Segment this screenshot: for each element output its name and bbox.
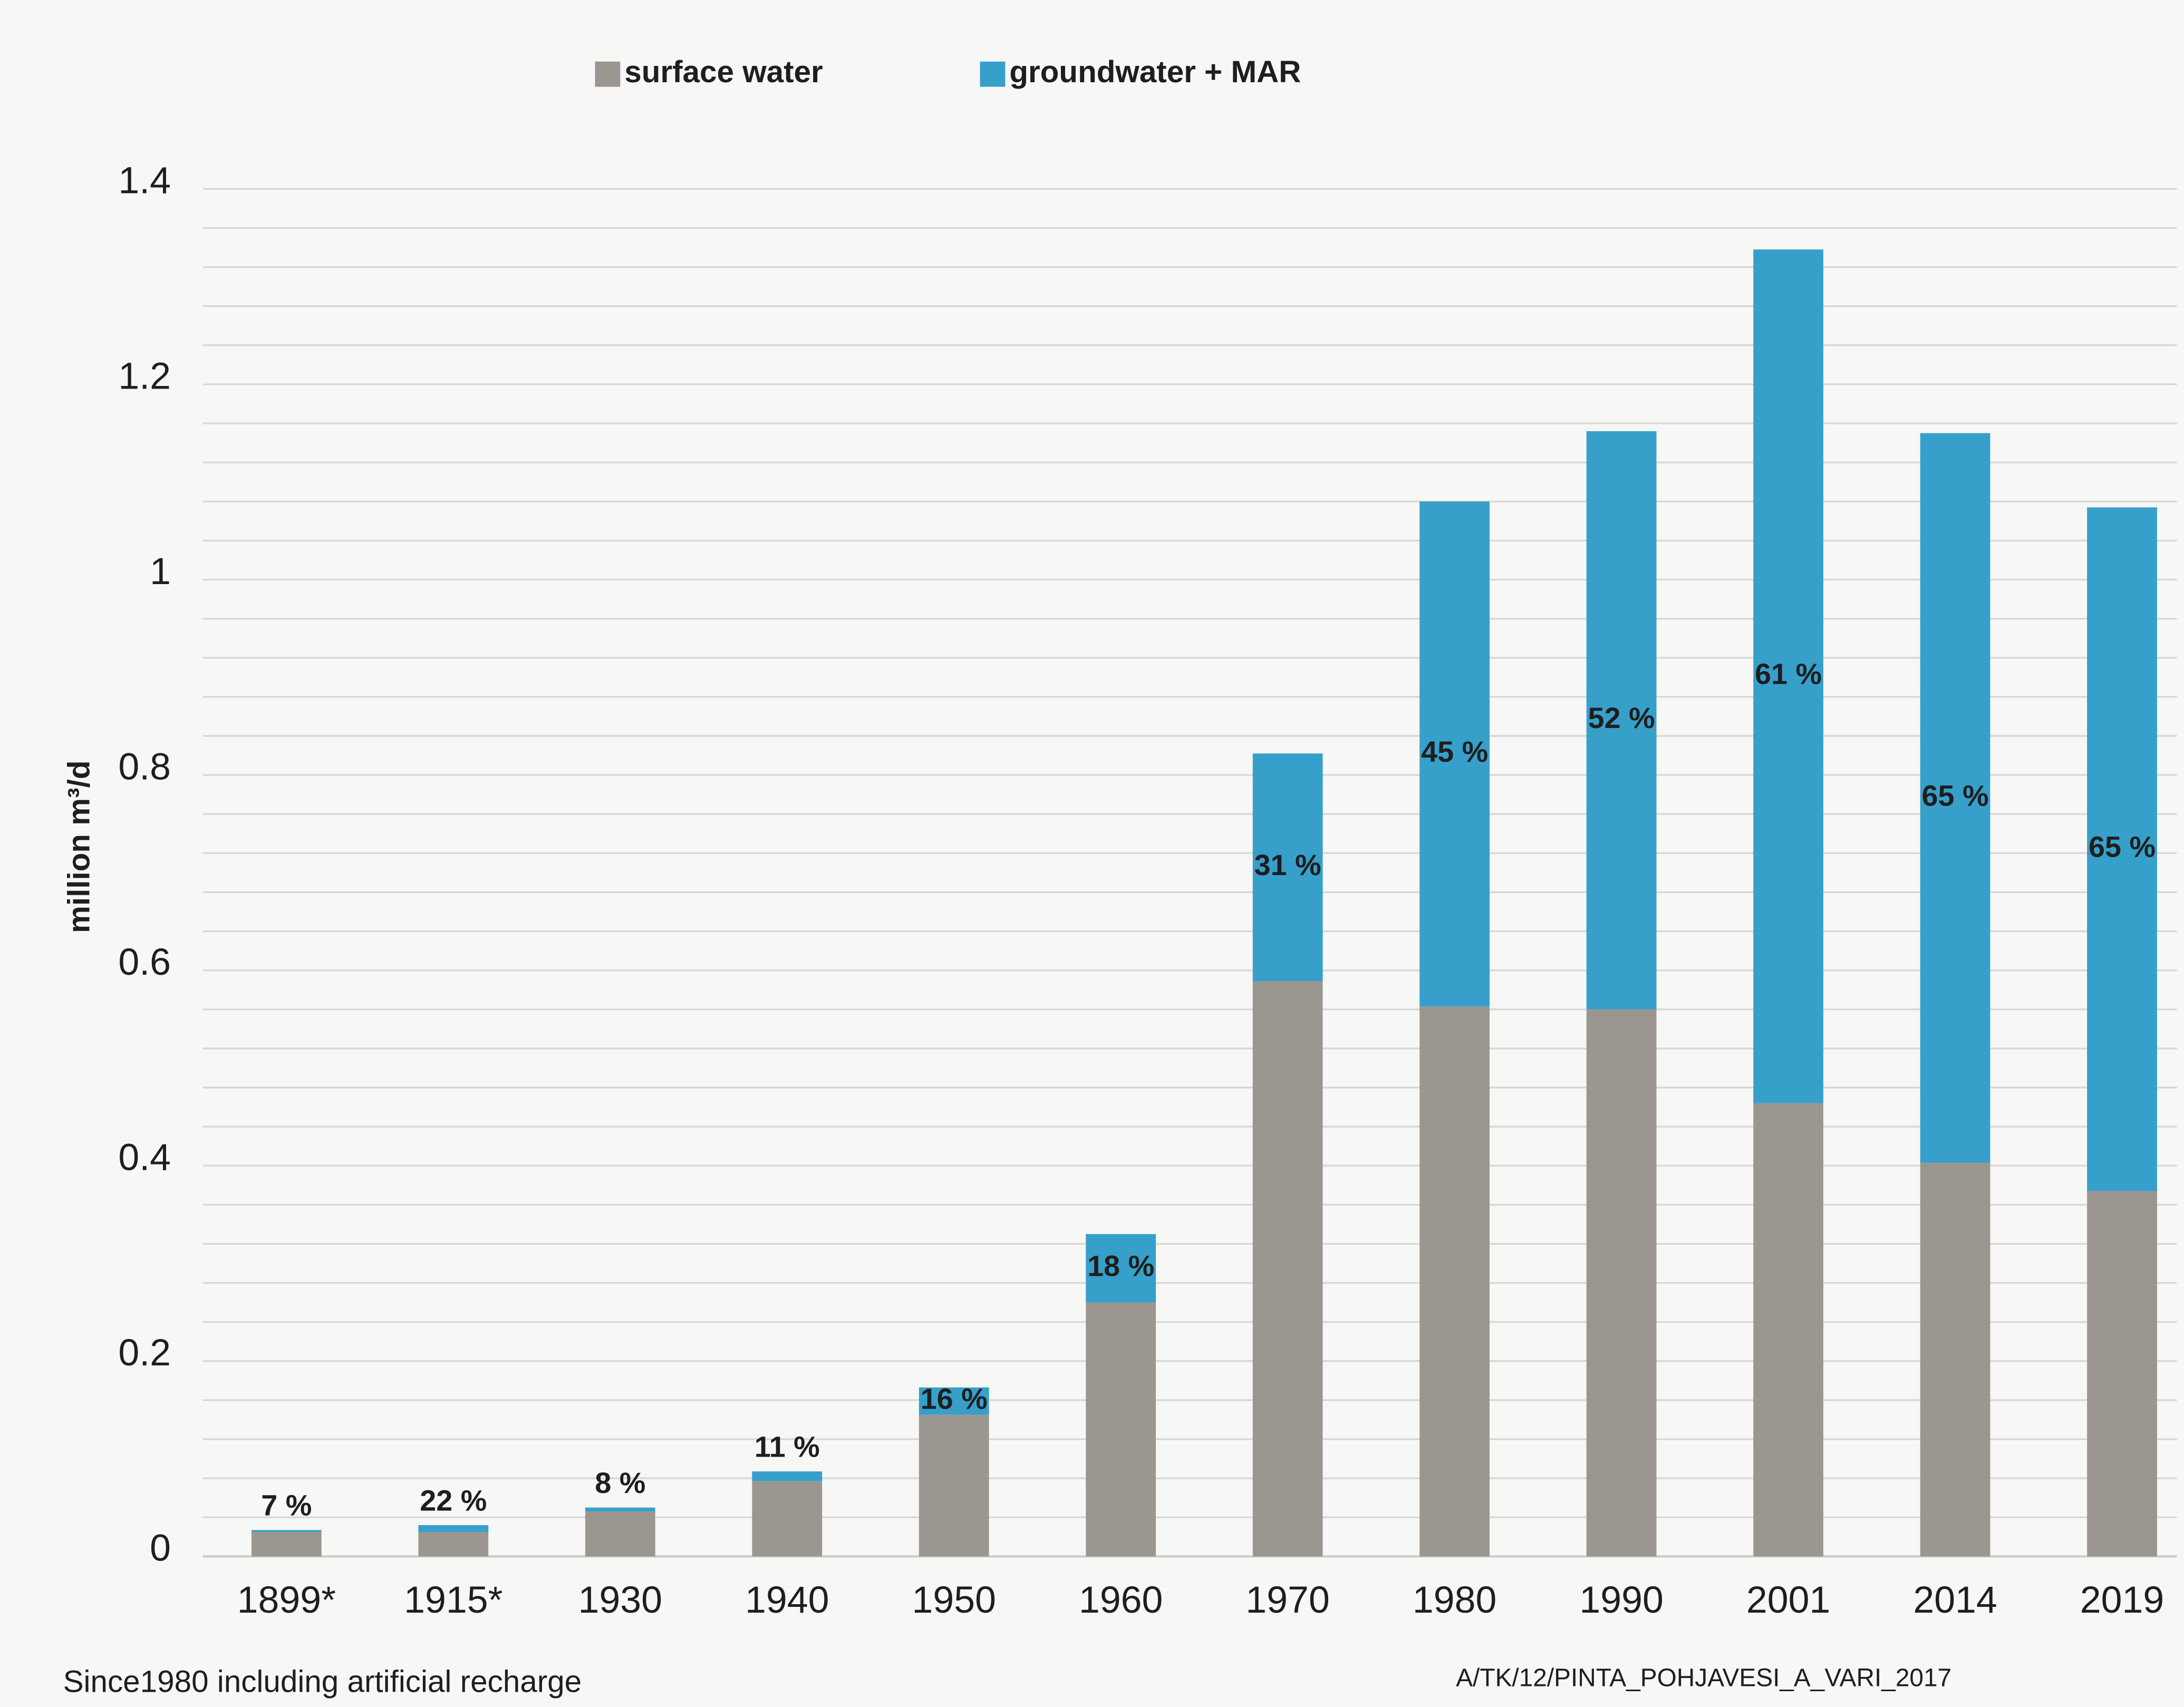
source: A/TK/12/PINTA_POHJAVESI_A_VARI_2017 (1456, 1664, 1951, 1692)
share-label: 18 % (1087, 1249, 1154, 1282)
share-label: 61 % (1755, 658, 1822, 691)
bar-segment (752, 1481, 823, 1557)
x-tick-label: 1915* (404, 1579, 502, 1621)
x-tick-label: 1950 (912, 1579, 996, 1621)
legend-label: surface water (624, 55, 823, 89)
share-label: 31 % (1254, 849, 1321, 881)
footnote: Since1980 including artificial recharge (63, 1664, 582, 1699)
bar-segment (1753, 249, 1823, 1103)
x-tick-label: 1940 (745, 1579, 829, 1621)
bar-segment (1252, 981, 1323, 1557)
legend-label: groundwater + MAR (1009, 55, 1301, 89)
y-tick-label: 1 (150, 550, 171, 593)
x-tick-label: 2014 (1913, 1579, 1997, 1621)
bar-segment (1252, 753, 1323, 982)
share-label: 11 % (755, 1430, 820, 1463)
x-tick-label: 1899* (237, 1579, 336, 1621)
x-tick-label: 1930 (578, 1579, 662, 1621)
share-label: 8 % (595, 1467, 645, 1499)
x-tick-label: 1980 (1413, 1579, 1496, 1621)
bar-segment (1920, 1162, 1990, 1557)
bar-segment (1086, 1234, 1156, 1303)
y-tick-label: 1.2 (118, 355, 171, 397)
legend-swatch (595, 61, 621, 87)
x-tick-label: 2019 (2080, 1579, 2164, 1621)
x-tick-label: 1990 (1579, 1579, 1663, 1621)
y-tick-label: 1.4 (118, 160, 171, 202)
bar-segment (2087, 1191, 2157, 1557)
x-tick-label: 2001 (1746, 1579, 1830, 1621)
y-axis-label: million m³/d (62, 760, 96, 933)
y-tick-label: 0.8 (118, 745, 171, 788)
y-tick-label: 0.2 (118, 1332, 171, 1374)
bar-segment (2087, 507, 2157, 1191)
bar-segment (1920, 433, 1990, 1163)
share-label: 45 % (1421, 735, 1488, 768)
bar-segment (919, 1387, 989, 1415)
bar-segment (585, 1507, 655, 1512)
share-label: 65 % (1922, 779, 1989, 812)
legend-swatch (980, 61, 1006, 87)
bar-segment (1586, 1009, 1657, 1557)
bar-segment (418, 1532, 489, 1557)
x-tick-label: 1970 (1245, 1579, 1329, 1621)
bar-segment (418, 1525, 489, 1533)
share-label: 22 % (420, 1484, 487, 1517)
share-label: 7 % (261, 1489, 312, 1522)
bar-segment (1419, 1006, 1490, 1557)
bar-segment (251, 1530, 322, 1533)
share-label: 16 % (921, 1382, 988, 1415)
bar-segment (919, 1414, 989, 1557)
bar-segment (585, 1511, 655, 1557)
y-tick-label: 0.6 (118, 941, 171, 983)
bar-segment (1086, 1302, 1156, 1557)
bar-segment (1586, 431, 1657, 1010)
bar-segment (251, 1532, 322, 1557)
bar-segment (752, 1471, 823, 1481)
y-tick-label: 0 (150, 1527, 171, 1569)
x-tick-label: 1960 (1079, 1579, 1163, 1621)
bar-segment (1753, 1103, 1823, 1557)
y-tick-label: 0.4 (118, 1137, 171, 1179)
bar-segment (1419, 501, 1490, 1007)
share-label: 65 % (2089, 831, 2156, 864)
share-label: 52 % (1588, 702, 1655, 734)
